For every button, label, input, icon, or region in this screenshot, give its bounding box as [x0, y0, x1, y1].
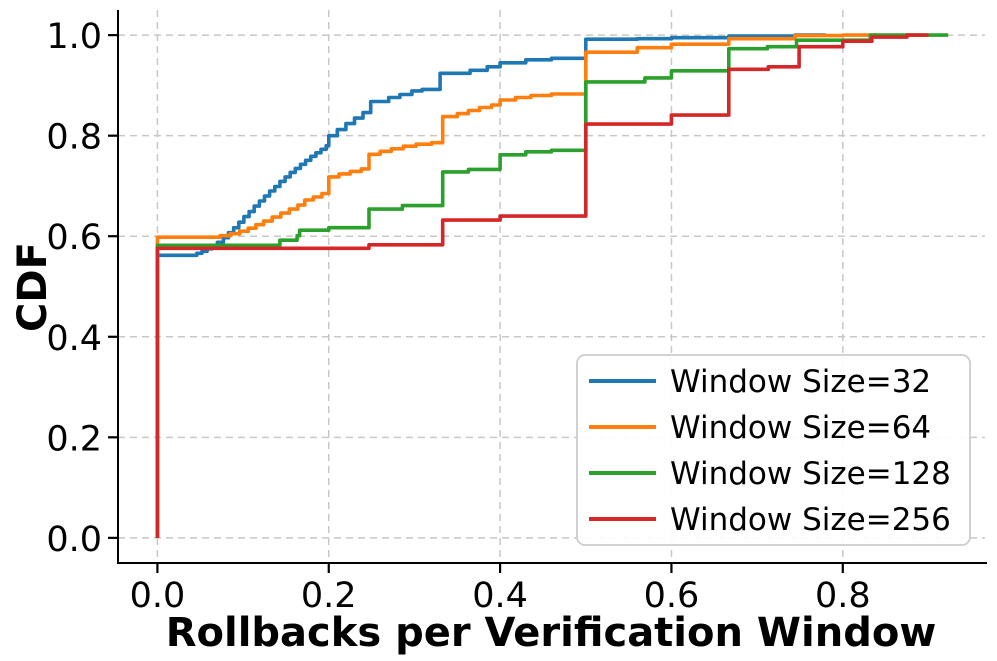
y-tick-label: 0.0 — [46, 520, 102, 560]
series-line-window-size-128 — [155, 33, 949, 538]
x-tick-label: 0.0 — [130, 576, 186, 616]
legend-label: Window Size=256 — [670, 502, 951, 538]
series-line-window-size-256 — [155, 33, 929, 538]
y-tick-label: 0.8 — [46, 118, 102, 158]
x-tick-label: 0.6 — [644, 576, 700, 616]
axes-layer: 0.0 0.2 0.4 0.6 0.8 0.0 0.2 0.4 0.6 0.8 1.0 — [46, 10, 987, 616]
legend-label: Window Size=32 — [670, 364, 931, 400]
legend-box — [576, 354, 971, 546]
x-tick-label: 0.4 — [472, 576, 528, 616]
y-tick-label: 0.6 — [46, 218, 102, 258]
legend-item: Window Size=32 — [589, 364, 931, 400]
series-line-window-size-64 — [155, 33, 878, 538]
legend-label: Window Size=64 — [670, 410, 931, 446]
y-tick-label: 1.0 — [46, 17, 102, 57]
legend-label: Window Size=128 — [670, 456, 951, 492]
series-layer — [155, 33, 949, 538]
legend-item: Window Size=128 — [589, 456, 951, 492]
x-tick-label: 0.2 — [301, 576, 357, 616]
legend: Window Size=32 Window Size=64 Window Size=… — [576, 354, 971, 546]
y-tick-label: 0.4 — [46, 319, 102, 359]
legend-item: Window Size=64 — [589, 410, 931, 446]
x-axis-label: Rollbacks per Verification Window — [166, 610, 937, 656]
legend-item: Window Size=256 — [589, 502, 951, 538]
y-tick-label: 0.2 — [46, 419, 102, 459]
x-tick-label: 0.8 — [815, 576, 871, 616]
y-axis-label: CDF — [10, 242, 56, 332]
